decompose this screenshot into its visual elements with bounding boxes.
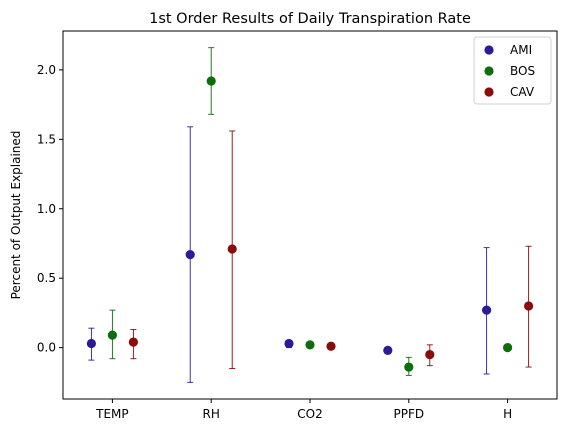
y-tick-label: 1.0 — [37, 202, 56, 216]
legend-marker — [484, 66, 494, 76]
data-point — [86, 338, 96, 349]
data-point — [107, 330, 117, 340]
legend-box — [473, 36, 552, 105]
legend-marker — [484, 45, 494, 55]
legend-label: AMI — [510, 43, 532, 57]
legend-label: CAV — [510, 85, 535, 99]
y-tick-label: 0.5 — [37, 271, 56, 285]
data-point — [326, 341, 336, 351]
data-point — [227, 244, 237, 254]
y-axis-label: Percent of Output Explained — [9, 131, 23, 300]
chart-title: 1st Order Results of Daily Transpiration… — [149, 11, 471, 27]
x-tick-label: TEMP — [95, 407, 129, 421]
y-tick-label: 0.0 — [37, 341, 56, 355]
x-tick-label: CO2 — [297, 407, 322, 421]
data-point — [425, 349, 435, 360]
data-point — [503, 343, 513, 353]
y-tick-label: 2.0 — [37, 63, 56, 77]
y-tick-label: 1.5 — [37, 132, 56, 146]
plot-area: 0.0 0.5 1.0 1.5 2.0 TEMP RH CO2 PPFD H — [37, 30, 558, 421]
data-point — [128, 337, 138, 347]
x-tick-label: RH — [203, 407, 220, 421]
data-point — [305, 340, 315, 350]
data-point — [206, 76, 216, 86]
data-point — [185, 249, 195, 260]
legend-label: BOS — [510, 64, 535, 78]
data-point — [404, 362, 414, 372]
x-tick-label: PPFD — [393, 407, 424, 421]
legend: AMI BOS CAV — [473, 36, 552, 105]
x-tick-label: H — [503, 407, 512, 421]
legend-marker — [484, 87, 494, 97]
data-point — [383, 345, 393, 355]
data-point — [524, 301, 534, 311]
data-point — [284, 338, 294, 349]
data-point — [482, 305, 492, 315]
